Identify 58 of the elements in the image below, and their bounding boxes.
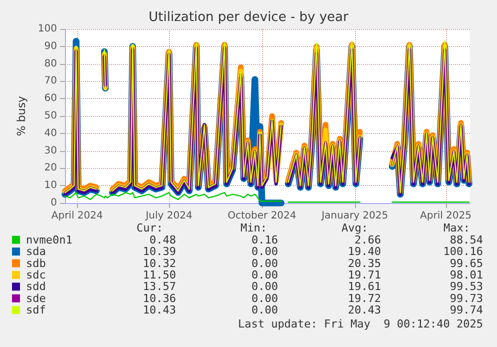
text: 2.66 (354, 233, 381, 246)
text: 11.50 (142, 268, 176, 282)
text: 0.48 (150, 233, 176, 246)
text: 99.74 (450, 304, 484, 317)
y-tick-label: 40 (44, 128, 57, 139)
y-tick-label: 90 (44, 40, 57, 52)
legend-label: sdf (26, 304, 46, 317)
x-tick-label: April 2025 (420, 210, 472, 222)
y-tick-label: 0 (50, 198, 57, 208)
text: 0.00 (252, 292, 278, 305)
legend-label: sdd (26, 280, 46, 294)
text: Last update: Fri May 9 00:12:40 2025 (238, 318, 483, 330)
text: 0.00 (252, 268, 278, 282)
y-tick-label: 50 (44, 110, 57, 122)
y-tick-label: 70 (44, 76, 57, 87)
text: Cur: (136, 222, 163, 234)
text: 99.53 (450, 280, 483, 294)
text: 19.72 (348, 292, 381, 305)
y-axis-title: % busy (15, 95, 28, 136)
legend-label: sde (26, 292, 46, 305)
text: 100.16 (443, 245, 483, 258)
text: Min: (240, 222, 267, 234)
x-tick-label: July 2024 (144, 210, 192, 222)
text: 19.71 (348, 268, 381, 282)
text: 99.73 (450, 292, 483, 305)
text: 19.61 (348, 280, 381, 294)
text: 99.65 (450, 256, 483, 270)
x-tick-label: January 2025 (320, 210, 388, 222)
y-tick-label: 80 (44, 58, 57, 70)
x-tick-label: October 2024 (228, 210, 296, 222)
text: Avg: (342, 222, 368, 234)
text: 0.00 (252, 280, 278, 294)
text: Max: (444, 222, 470, 234)
text: 13.57 (142, 280, 176, 294)
legend-label: sdb (26, 256, 46, 270)
text: 0.16 (252, 233, 278, 246)
text: 0.00 (252, 256, 278, 270)
legend-label: nvme0n1 (26, 233, 72, 246)
y-tick-label: 10 (44, 180, 57, 192)
y-tick-label: 30 (44, 145, 57, 156)
text: 10.36 (142, 292, 176, 305)
legend-label: sdc (26, 268, 46, 282)
text: 98.01 (450, 268, 483, 282)
y-tick-label: 100 (38, 24, 57, 34)
text: 10.39 (142, 245, 176, 258)
text: 0.00 (252, 245, 278, 258)
y-tick-label: 60 (44, 93, 57, 104)
text: 10.43 (142, 304, 176, 317)
text: 88.54 (450, 233, 484, 246)
text: 10.32 (142, 256, 176, 270)
legend-label: sda (26, 245, 46, 258)
text: 0.00 (252, 304, 278, 317)
chart-title: Utilization per device - by year (148, 10, 350, 25)
text: 20.43 (348, 304, 381, 317)
text: 20.35 (348, 256, 381, 270)
x-tick-label: April 2024 (51, 210, 103, 222)
text: 19.40 (348, 245, 381, 258)
y-tick-label: 20 (44, 162, 57, 174)
